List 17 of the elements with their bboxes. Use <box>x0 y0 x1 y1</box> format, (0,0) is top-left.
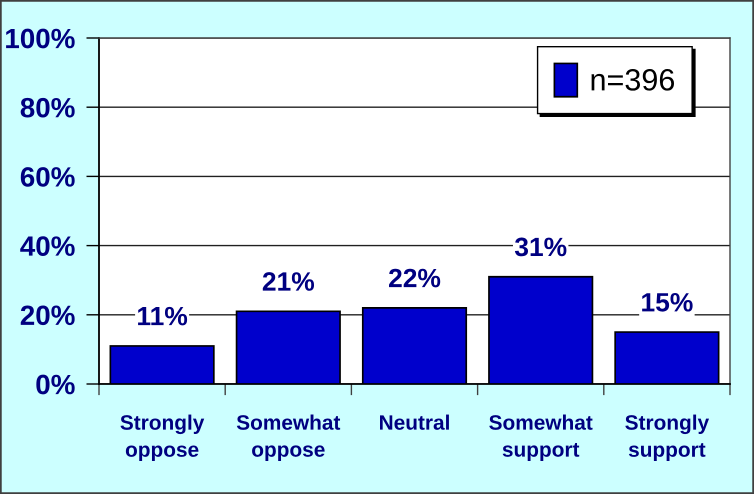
y-tick-label: 80% <box>20 98 75 118</box>
legend-label: n=396 <box>592 69 674 91</box>
data-label: 22% <box>389 268 440 288</box>
data-label: 21% <box>262 272 314 291</box>
data-label: 11% <box>138 306 188 326</box>
y-tick-label: 60% <box>20 167 75 187</box>
y-tick-label: 100% <box>6 28 75 48</box>
y-tick-label: 20% <box>20 305 75 326</box>
x-tick-label: Strongly oppose <box>120 414 204 462</box>
y-tick-label: 0% <box>36 374 75 394</box>
x-tick-label: Neutral <box>380 414 449 430</box>
x-tick-label: Somewhat oppose <box>236 414 340 461</box>
data-label: 15% <box>642 292 693 312</box>
x-tick-label: Somewhat support <box>489 414 593 461</box>
data-label: 31% <box>514 238 566 256</box>
x-tick-label: Strongly support <box>625 414 710 462</box>
y-tick-label: 40% <box>20 236 75 256</box>
